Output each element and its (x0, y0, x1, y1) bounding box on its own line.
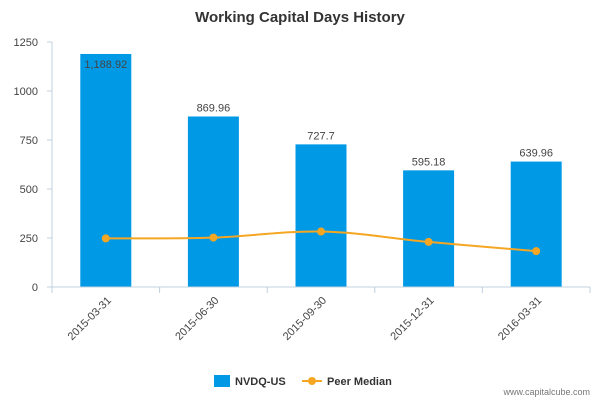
legend-label: Peer Median (327, 376, 392, 388)
bar (295, 144, 347, 287)
y-tick-label: 500 (20, 184, 38, 196)
legend: NVDQ-US Peer Median (214, 375, 392, 388)
y-tick-label: 250 (20, 233, 38, 245)
bar-data-label: 1,188.92 (84, 59, 127, 71)
peer-median-point (532, 247, 541, 256)
y-axis: 0 250 500 750 1000 1250 (14, 37, 53, 294)
x-tick-label: 2015-06-30 (173, 295, 221, 343)
x-tick-label: 2016-03-31 (496, 295, 544, 343)
bar (187, 116, 239, 287)
peer-median-point (209, 233, 218, 242)
x-tick-label: 2015-09-30 (281, 295, 329, 343)
bar-data-labels: 1,188.92 869.96 727.7 595.18 639.96 (84, 59, 553, 168)
peer-median-point (101, 234, 110, 243)
legend-line-marker (308, 377, 316, 385)
y-tick-label: 1250 (14, 37, 38, 49)
bar (403, 170, 455, 287)
chart-title: Working Capital Days History (195, 9, 405, 26)
y-tick-label: 1000 (14, 86, 38, 98)
x-tick-label: 2015-12-31 (388, 295, 436, 343)
x-tick-label: 2015-03-31 (66, 295, 114, 343)
bar-data-label: 727.7 (307, 130, 335, 142)
peer-median-point (424, 237, 433, 246)
bar-series (80, 53, 562, 287)
peer-median-point (317, 227, 325, 236)
y-tick-label: 0 (32, 282, 38, 294)
x-axis: 2015-03-31 2015-06-30 2015-09-30 2015-12-31… (51, 286, 591, 343)
y-tick-label: 750 (20, 135, 38, 147)
legend-label: NVDQ-US (235, 376, 286, 388)
bar-data-label: 595.18 (412, 156, 446, 168)
legend-bar-swatch (214, 375, 230, 387)
bar-data-label: 639.96 (519, 148, 553, 160)
bar-data-label: 869.96 (197, 102, 231, 114)
credit-text: www.capitalcube.com (502, 387, 590, 397)
bar (80, 53, 132, 287)
peer-median-series (101, 227, 541, 256)
bar (510, 161, 562, 287)
